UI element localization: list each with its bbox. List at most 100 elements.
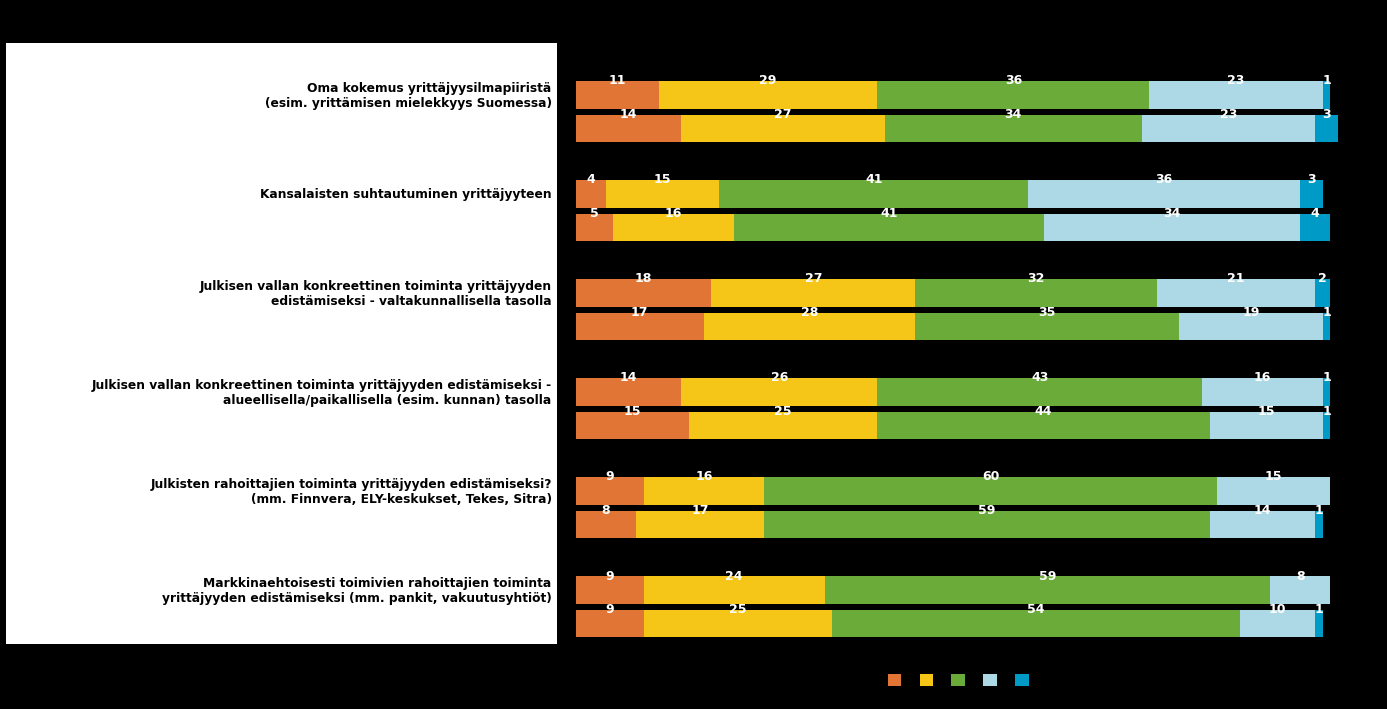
Text: 23: 23	[1227, 74, 1244, 87]
Bar	[1203, 378, 1323, 406]
Text: 35: 35	[1039, 306, 1056, 319]
Bar	[764, 510, 1209, 538]
Bar	[576, 412, 689, 440]
Text: 34: 34	[1164, 207, 1180, 220]
Bar	[1179, 313, 1323, 340]
Text: 59: 59	[978, 504, 996, 517]
Text: 28: 28	[800, 306, 818, 319]
Text: 9: 9	[605, 603, 614, 616]
Text: 14: 14	[620, 108, 637, 121]
Bar	[1157, 279, 1315, 307]
Bar	[1028, 180, 1300, 208]
Text: 44: 44	[1035, 405, 1053, 418]
Text: Markkinaehtoisesti toimivien rahoittajien toiminta
yrittäjyyden edistämiseksi (m: Markkinaehtoisesti toimivien rahoittajie…	[162, 577, 552, 605]
Bar	[644, 477, 764, 505]
Bar	[712, 279, 915, 307]
Text: 34: 34	[1004, 108, 1022, 121]
Bar	[659, 81, 878, 108]
Bar	[1270, 576, 1330, 604]
Legend: , , , , : , , , ,	[888, 674, 1033, 688]
Text: 36: 36	[1004, 74, 1022, 87]
Text: 27: 27	[774, 108, 792, 121]
Bar	[1315, 115, 1338, 143]
Bar	[734, 213, 1043, 241]
Text: 17: 17	[631, 306, 649, 319]
Bar	[1150, 81, 1323, 108]
Text: 1: 1	[1315, 504, 1323, 517]
Text: 60: 60	[982, 471, 1000, 484]
Text: Julkisten rahoittajien toiminta yrittäjyyden edistämiseksi?
(mm. Finnvera, ELY-k: Julkisten rahoittajien toiminta yrittäjy…	[150, 478, 552, 506]
Bar	[576, 115, 681, 143]
Bar	[644, 610, 832, 637]
Text: 8: 8	[1295, 569, 1304, 583]
Bar	[1209, 412, 1323, 440]
Bar	[1209, 510, 1315, 538]
Bar	[885, 115, 1142, 143]
Text: 4: 4	[587, 174, 595, 186]
Text: 16: 16	[664, 207, 682, 220]
Text: 21: 21	[1227, 272, 1244, 286]
Text: 54: 54	[1028, 603, 1044, 616]
Text: 15: 15	[1258, 405, 1275, 418]
Text: 11: 11	[609, 74, 626, 87]
Bar	[1323, 313, 1330, 340]
Text: 24: 24	[725, 569, 743, 583]
Text: 1: 1	[1322, 306, 1332, 319]
Bar	[1240, 610, 1315, 637]
Bar	[915, 279, 1157, 307]
Text: 17: 17	[691, 504, 709, 517]
Text: 19: 19	[1243, 306, 1259, 319]
Text: 59: 59	[1039, 569, 1056, 583]
Bar	[606, 180, 718, 208]
Text: 10: 10	[1269, 603, 1286, 616]
Text: 18: 18	[635, 272, 652, 286]
Bar	[703, 313, 915, 340]
Text: Oma kokemus yrittäjyysilmapiiristä
(esim. yrittämisen mielekkyys Suomessa): Oma kokemus yrittäjyysilmapiiristä (esim…	[265, 82, 552, 110]
Bar	[1323, 378, 1330, 406]
Bar	[1315, 610, 1323, 637]
Text: 1: 1	[1322, 405, 1332, 418]
Bar	[878, 81, 1150, 108]
Bar	[637, 510, 764, 538]
Bar	[832, 610, 1240, 637]
Text: 36: 36	[1155, 174, 1173, 186]
Text: 43: 43	[1031, 372, 1049, 384]
Bar	[576, 378, 681, 406]
Bar	[681, 115, 885, 143]
Bar	[878, 412, 1209, 440]
Bar	[576, 477, 644, 505]
Bar	[1315, 279, 1330, 307]
Text: 29: 29	[759, 74, 777, 87]
Bar	[1300, 213, 1330, 241]
Text: 14: 14	[620, 372, 637, 384]
Text: 25: 25	[774, 405, 792, 418]
Text: 4: 4	[1311, 207, 1319, 220]
Bar	[576, 576, 644, 604]
Bar	[878, 378, 1203, 406]
Text: 15: 15	[653, 174, 671, 186]
Text: 1: 1	[1322, 74, 1332, 87]
Bar	[576, 313, 703, 340]
Bar	[576, 81, 659, 108]
Text: 3: 3	[1307, 174, 1316, 186]
Bar	[1142, 115, 1315, 143]
Text: 25: 25	[730, 603, 746, 616]
Bar	[613, 213, 734, 241]
Bar	[576, 213, 613, 241]
Text: 27: 27	[804, 272, 822, 286]
Text: 26: 26	[771, 372, 788, 384]
FancyBboxPatch shape	[6, 143, 558, 248]
Bar	[681, 378, 878, 406]
Text: Julkisen vallan konkreettinen toiminta yrittäjyyden
edistämiseksi - valtakunnall: Julkisen vallan konkreettinen toiminta y…	[200, 280, 552, 308]
Text: 5: 5	[589, 207, 599, 220]
Bar	[576, 510, 637, 538]
Bar	[576, 279, 712, 307]
Text: 15: 15	[1265, 471, 1283, 484]
Text: 9: 9	[605, 569, 614, 583]
Text: 16: 16	[695, 471, 713, 484]
Bar	[1216, 477, 1330, 505]
Bar	[1043, 213, 1300, 241]
Bar	[1323, 412, 1330, 440]
Bar	[825, 576, 1270, 604]
Bar	[764, 477, 1218, 505]
